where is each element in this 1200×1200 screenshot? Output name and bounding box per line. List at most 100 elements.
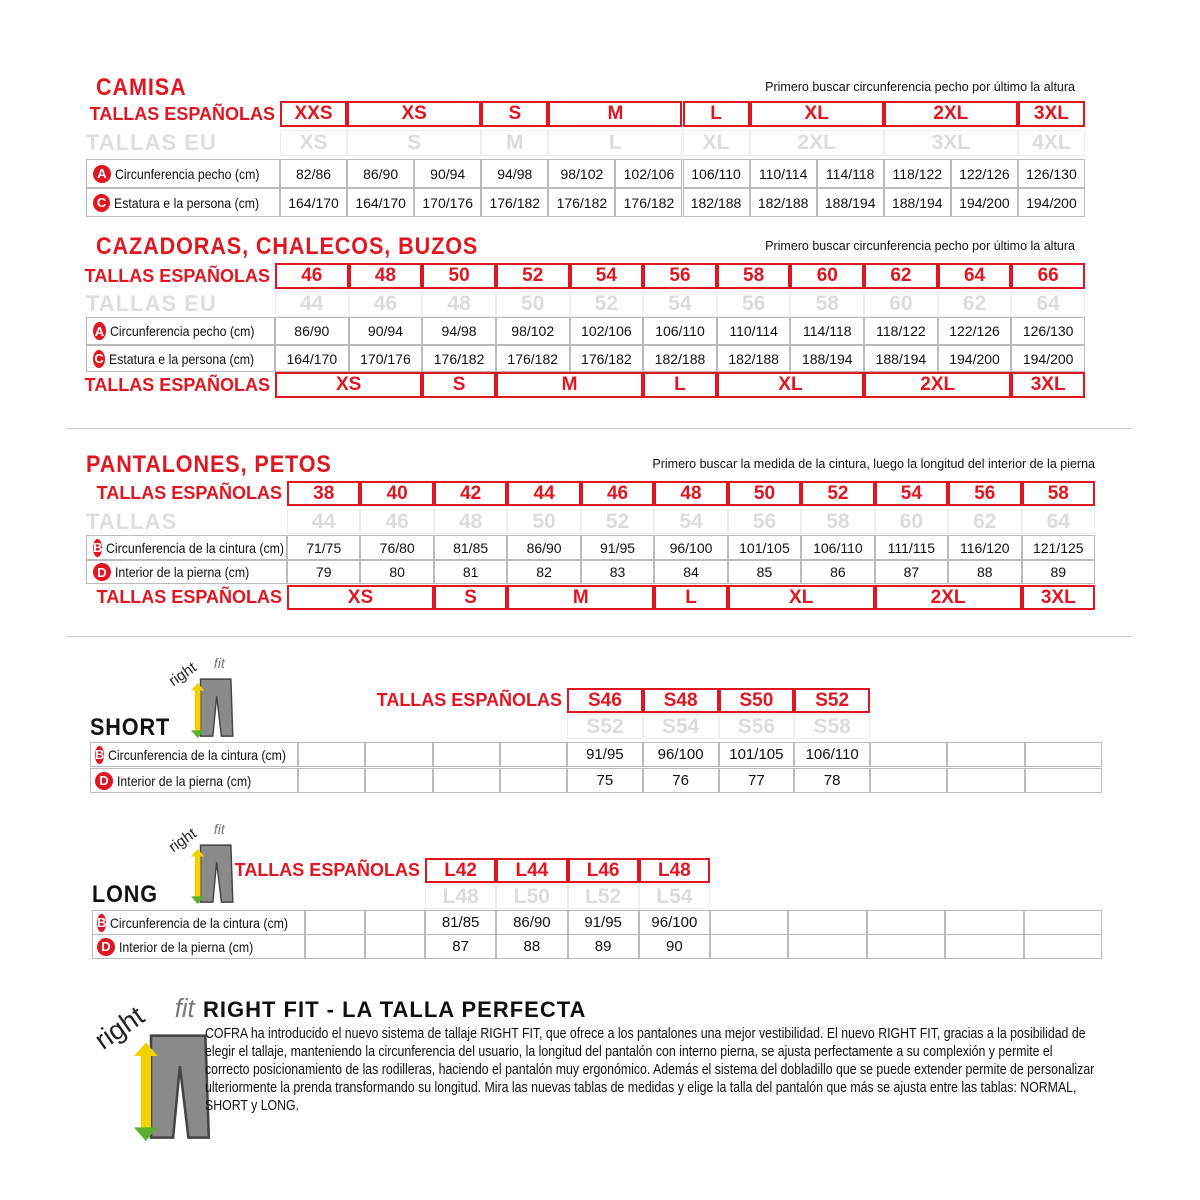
eu-size: S: [347, 130, 482, 156]
right-fit-text: COFRA ha introducido el nuevo sistema de…: [205, 1026, 1095, 1114]
es-size: 38: [287, 481, 361, 506]
logo-word: fit: [213, 822, 225, 839]
es-size: 50: [727, 481, 802, 506]
eu-size: 64: [1011, 291, 1085, 317]
cell: 78: [794, 768, 870, 793]
cell: 182/188: [643, 345, 717, 372]
right-fit-logo: right fit: [166, 656, 239, 738]
cell: 194/200: [1017, 188, 1085, 217]
cell: [947, 768, 1025, 793]
cell: [788, 934, 867, 959]
es-size: 50: [422, 263, 496, 289]
es-size: XL: [727, 585, 875, 610]
cell: 85: [727, 560, 802, 584]
row-label: A Circunferencia pecho (cm): [86, 317, 275, 345]
eu-size: 56: [716, 291, 791, 317]
cell: 98/102: [495, 317, 570, 345]
cell: 110/114: [716, 317, 791, 345]
cell: 126/130: [1017, 159, 1085, 188]
eu-size: 48: [422, 291, 496, 317]
eu-size: L48: [425, 884, 497, 909]
es-size: 46: [580, 481, 655, 506]
eu-size: 62: [937, 291, 1012, 317]
cell: 90/94: [348, 317, 423, 345]
es-size: 3XL: [1021, 585, 1095, 610]
cell: [365, 910, 425, 935]
row-label: B Circunferencia de la cintura (cm): [92, 910, 305, 935]
cell: 91/95: [567, 742, 643, 767]
es-size: 62: [864, 263, 938, 289]
eu-size: 64: [1021, 509, 1095, 534]
cell: 188/194: [790, 345, 865, 372]
row-label-text: Circunferencia de la cintura (cm): [106, 539, 285, 556]
eu-label: TALLAS EU: [86, 130, 217, 155]
section-title: CAZADORAS, CHALECOS, BUZOS: [96, 233, 479, 260]
es-size: 56: [643, 263, 717, 289]
es-label: TALLAS ESPAÑOLAS: [234, 860, 420, 880]
eu-label: TALLAS: [86, 509, 178, 534]
cell: 96/100: [654, 535, 728, 560]
es-size: 48: [654, 481, 728, 506]
cell: 182/188: [749, 188, 817, 217]
cell: [1024, 768, 1102, 793]
row-label: C Estatura e la persona (cm): [86, 188, 280, 217]
separator: [66, 636, 1132, 637]
cell: 88: [948, 560, 1022, 584]
cell: 83: [580, 560, 655, 584]
cell: 164/170: [275, 345, 349, 372]
cell: 87: [874, 560, 949, 584]
cell: 96/100: [638, 910, 710, 935]
eu-size: XS: [280, 130, 348, 156]
eu-size: 58: [801, 509, 875, 534]
cell: 91/95: [580, 535, 655, 560]
eu-size: 52: [569, 291, 644, 317]
cell: [870, 742, 948, 767]
es-size: 48: [348, 263, 423, 289]
eu-size: 2XL: [749, 130, 884, 156]
es-size: S46: [567, 688, 643, 713]
eu-size: 54: [643, 291, 717, 317]
eu-size: 54: [654, 509, 728, 534]
right-fit-title: RIGHT FIT - LA TALLA PERFECTA: [203, 997, 587, 1022]
eu-size: L50: [496, 884, 568, 909]
pants-icon: [191, 844, 234, 904]
cell: 106/110: [643, 317, 717, 345]
es-size: 2XL: [883, 101, 1018, 127]
cell: 81: [433, 560, 508, 584]
es-size: L44: [496, 858, 568, 883]
cell: 121/125: [1021, 535, 1095, 560]
cell: [305, 934, 365, 959]
cell: 170/176: [414, 188, 482, 217]
es-label: TALLAS ESPAÑOLAS: [89, 104, 275, 124]
badge: D: [97, 937, 115, 956]
es-size: 46: [275, 263, 349, 289]
cell: 81/85: [425, 910, 497, 935]
cell: 101/105: [718, 742, 795, 767]
cell: 164/170: [347, 188, 415, 217]
cell: 194/200: [937, 345, 1012, 372]
note: Primero buscar circunferencia pecho por …: [765, 80, 1075, 94]
cell: 79: [287, 560, 361, 584]
es-label: TALLAS ESPAÑOLAS: [84, 375, 270, 395]
separator: [66, 428, 1132, 429]
cell: 106/110: [801, 535, 875, 560]
row-label: D Interior de la pierna (cm): [92, 934, 305, 959]
eu-size: 50: [507, 509, 581, 534]
eu-size: 62: [948, 509, 1022, 534]
eu-size: 4XL: [1017, 130, 1085, 156]
es-size: L46: [567, 858, 639, 883]
eu-size: 46: [360, 509, 434, 534]
cell: [945, 910, 1024, 935]
badge: B: [93, 538, 103, 557]
cell: [499, 768, 567, 793]
note: Primero buscar circunferencia pecho por …: [765, 239, 1075, 253]
eu-size: S52: [567, 714, 643, 739]
section-title: SHORT: [90, 714, 171, 741]
es-size: 40: [360, 481, 434, 506]
eu-size: XL: [682, 130, 750, 156]
cell: 77: [718, 768, 795, 793]
cell: [947, 742, 1025, 767]
cell: 118/122: [883, 159, 951, 188]
right-fit-logo: right fit: [89, 995, 219, 1141]
es-size: S52: [794, 688, 870, 713]
